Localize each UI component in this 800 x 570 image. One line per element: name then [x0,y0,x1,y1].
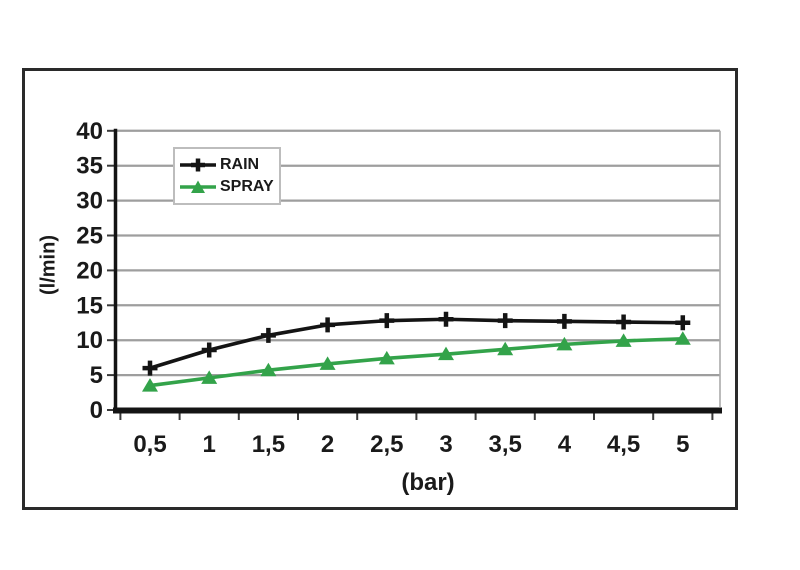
y-tick-label: 0 [90,397,103,424]
y-tick-label: 10 [76,327,103,354]
x-tick-label: 5 [676,431,689,458]
legend-label-spray: SPRAY [220,178,274,196]
series-marker-rain [320,317,336,333]
series-marker-rain [379,313,395,329]
y-tick-label: 25 [76,223,103,250]
y-tick-label: 15 [76,292,103,319]
y-tick-label: 35 [76,153,103,180]
y-tick-label: 30 [76,188,103,215]
series-marker-rain [556,313,572,329]
series-marker-rain [142,360,158,376]
y-tick-label: 40 [76,118,103,145]
legend-item-rain: RAIN [179,156,275,174]
series-marker-spray [556,336,573,351]
y-tick-label: 20 [76,257,103,284]
series-marker-spray [378,350,395,365]
series-marker-spray [142,378,158,392]
x-tick-label: 0,5 [133,431,166,458]
x-tick-label: 3 [439,431,452,458]
x-tick-label: 2,5 [370,431,403,458]
series-marker-spray [260,362,277,377]
legend-label-rain: RAIN [220,155,260,173]
series-marker-rain [201,342,217,358]
series-marker-spray [497,341,514,356]
series-line-spray [149,337,683,388]
x-axis-title: (bar) [401,469,455,496]
y-axis-title: (l/min) [37,235,60,295]
series-marker-rain [675,315,691,331]
triangle-marker-icon [180,180,216,194]
chart-frame [22,68,738,510]
x-tick-label: 4,5 [607,431,640,458]
series-line-rain [149,317,683,370]
series-marker-spray [201,370,218,384]
series-marker-rain [497,313,513,329]
y-tick-label: 5 [90,362,103,389]
legend: RAIN SPRAY [173,147,281,205]
x-tick-label: 3,5 [489,431,522,458]
x-tick-label: 1,5 [252,431,285,458]
plus-marker-icon [180,158,216,172]
series-marker-spray [438,346,454,361]
x-tick-label: 1 [203,431,216,458]
series-marker-spray [674,331,691,345]
series-marker-rain [260,327,276,343]
legend-item-spray: SPRAY [179,178,275,196]
x-tick-label: 4 [558,431,572,458]
series-marker-spray [615,333,632,347]
series-marker-rain [438,311,454,327]
series-marker-spray [319,356,336,370]
series-marker-rain [616,314,632,330]
x-tick-label: 2 [321,431,334,458]
